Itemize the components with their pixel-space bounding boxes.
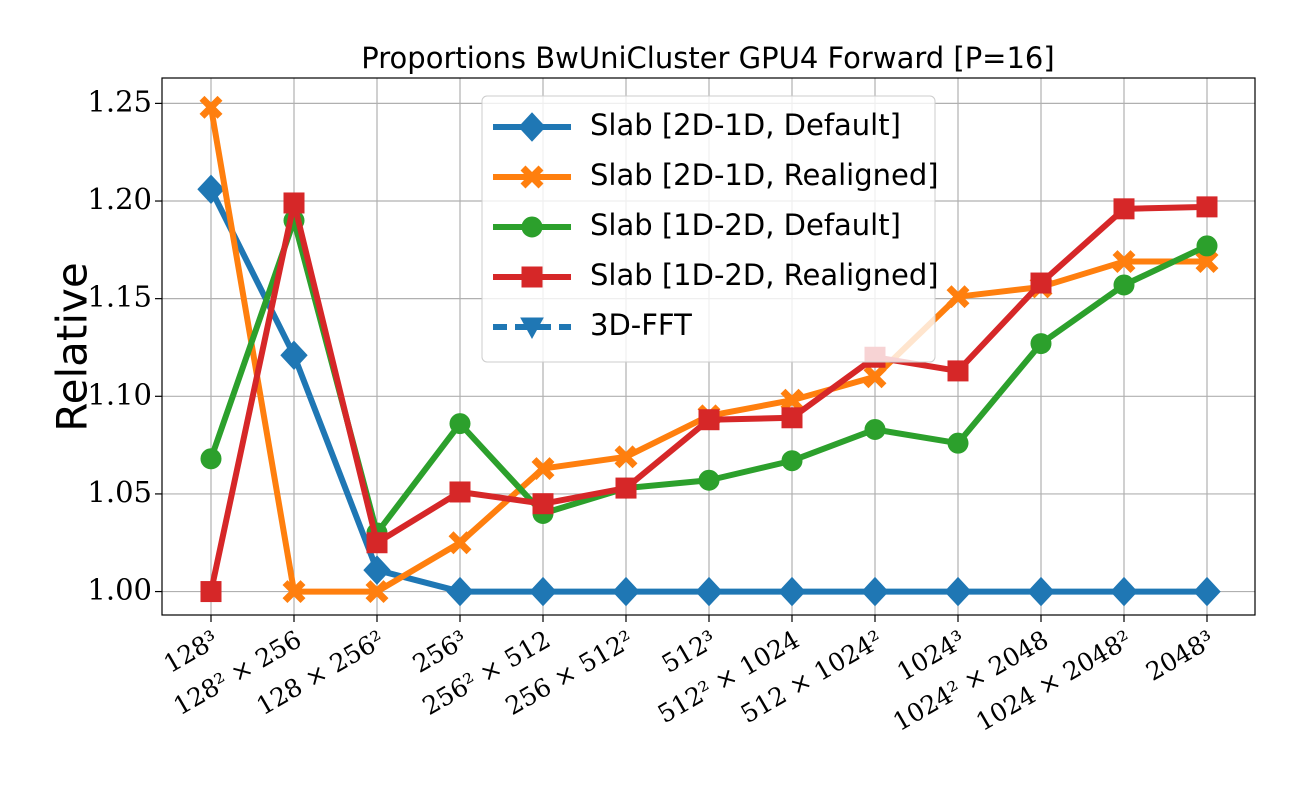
data-point bbox=[200, 581, 222, 603]
plot-frame bbox=[161, 77, 1256, 616]
data-point bbox=[366, 532, 388, 554]
data-point bbox=[282, 580, 306, 604]
legend: Slab [2D-1D, Default] Slab [2D-1D, Realig… bbox=[481, 95, 939, 363]
data-point bbox=[944, 576, 972, 607]
data-point bbox=[365, 580, 389, 604]
data-point bbox=[1196, 235, 1218, 257]
data-point bbox=[1193, 576, 1221, 607]
data-point bbox=[947, 432, 969, 454]
y-tick-label: 1.00 bbox=[87, 573, 152, 607]
data-point bbox=[695, 576, 723, 607]
y-tick-label: 1.15 bbox=[87, 280, 152, 314]
data-point bbox=[698, 409, 720, 431]
data-point bbox=[947, 360, 969, 382]
x-tick-label: 2048³ bbox=[1141, 625, 1219, 687]
data-point bbox=[946, 285, 970, 309]
legend-label: Slab [1D-2D, Default] bbox=[590, 208, 901, 242]
data-point bbox=[863, 365, 887, 389]
data-point bbox=[1027, 576, 1055, 607]
y-tick-label: 1.20 bbox=[87, 182, 152, 216]
legend-label: Slab [1D-2D, Realigned] bbox=[590, 258, 939, 292]
x-tick-label: 512 × 1024² bbox=[736, 625, 888, 729]
data-point bbox=[864, 418, 886, 440]
y-axis-label: Relative bbox=[48, 262, 97, 431]
data-point bbox=[612, 576, 640, 607]
data-point bbox=[698, 469, 720, 491]
data-point bbox=[1110, 576, 1138, 607]
data-point bbox=[1113, 198, 1135, 220]
data-point bbox=[200, 448, 222, 470]
legend-label: Slab [2D-1D, Realigned] bbox=[590, 158, 939, 192]
data-point bbox=[778, 576, 806, 607]
legend-marker bbox=[521, 216, 543, 238]
legend-marker bbox=[521, 266, 543, 288]
data-point bbox=[780, 388, 804, 412]
legend-marker bbox=[520, 317, 544, 340]
legend-marker bbox=[518, 112, 546, 142]
data-point bbox=[532, 493, 554, 515]
data-point bbox=[1030, 272, 1052, 294]
data-point bbox=[449, 481, 471, 503]
y-tick-label: 1.25 bbox=[87, 84, 152, 118]
data-point bbox=[283, 192, 305, 214]
data-point bbox=[861, 576, 889, 607]
data-point bbox=[615, 477, 637, 499]
data-point bbox=[1196, 196, 1218, 218]
legend-label: 3D-FFT bbox=[590, 308, 692, 342]
chart-title: Proportions BwUniCluster GPU4 Forward [P… bbox=[361, 41, 1054, 75]
data-point bbox=[614, 445, 638, 469]
legend-box bbox=[481, 95, 936, 363]
data-point bbox=[1195, 250, 1219, 274]
data-point bbox=[1113, 274, 1135, 296]
data-point bbox=[197, 174, 225, 205]
data-point bbox=[280, 340, 308, 371]
data-point bbox=[529, 576, 557, 607]
data-point bbox=[448, 531, 472, 555]
data-point bbox=[1112, 250, 1136, 274]
plot-area bbox=[197, 95, 1221, 607]
y-tick-label: 1.10 bbox=[87, 377, 152, 411]
data-point bbox=[363, 555, 391, 585]
data-point bbox=[781, 450, 803, 472]
legend-label: Slab [2D-1D, Default] bbox=[590, 108, 901, 142]
data-point bbox=[446, 576, 474, 607]
data-point bbox=[781, 407, 803, 429]
data-point bbox=[1030, 333, 1052, 355]
data-point bbox=[199, 95, 223, 119]
legend-marker bbox=[520, 165, 544, 189]
data-point bbox=[531, 457, 555, 481]
data-point bbox=[449, 413, 471, 435]
y-tick-label: 1.05 bbox=[87, 475, 152, 509]
